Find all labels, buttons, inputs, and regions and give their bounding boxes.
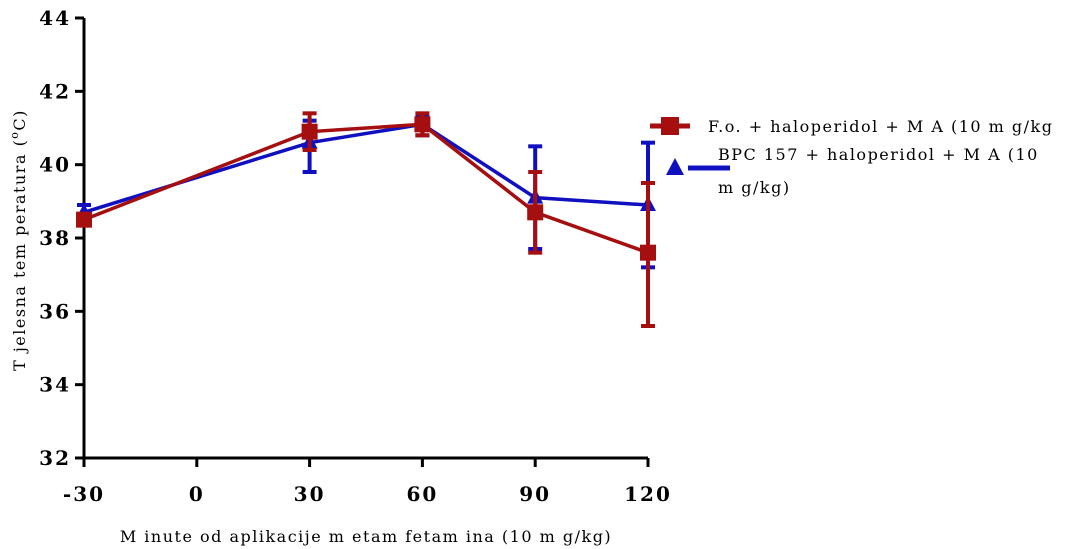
data-point [640,244,656,261]
axes-layer: 32 34 36 38 40 42 44 -30 0 30 60 90 120 [39,6,672,506]
data-point [76,211,92,228]
x-tick-label: 60 [406,482,438,506]
legend-label: BPC 157 + haloperidol + M A (10 [718,145,1039,164]
x-tick-label: -30 [63,482,105,506]
y-tick-label: 32 [39,446,71,470]
x-tick-label: 30 [294,482,326,506]
series-line [83,122,649,215]
x-axis-title: M inute od aplikacije m etam fetam ina (… [120,527,612,546]
data-point [414,116,431,133]
legend-marker [666,158,684,175]
x-tick-label: 90 [519,482,551,506]
y-axis-title-main: T jelesna tem peratura ( [10,139,29,371]
series-line [83,122,649,255]
data-point [527,204,544,221]
y-tick-label: 40 [39,153,71,177]
x-tick-label: 0 [189,482,205,506]
series-1 [76,111,656,328]
series-layer [76,111,656,328]
legend-label: m g/kg) [718,178,791,197]
data-point [301,123,318,140]
legend-marker [661,117,679,135]
y-axis-title-sup: o [8,131,21,139]
series-2 [76,115,656,270]
y-tick-label: 44 [39,6,71,30]
legend-label: F.o. + haloperidol + M A (10 m g/kg [708,117,1053,136]
y-tick-label: 36 [39,299,71,323]
legend-item-2: BPC 157 + haloperidol + M A (10 m g/kg) [666,145,1039,197]
y-tick-label: 42 [39,79,71,103]
y-tick-label: 34 [39,373,71,397]
y-axis-title-end: C) [10,109,29,130]
y-tick-label: 38 [39,226,71,250]
x-tick-label: 120 [624,482,672,506]
legend-item-1: F.o. + haloperidol + M A (10 m g/kg [650,117,1053,136]
legend: F.o. + haloperidol + M A (10 m g/kg BPC 1… [650,117,1053,197]
y-axis-title: T jelesna tem peratura (oC) [8,109,29,371]
